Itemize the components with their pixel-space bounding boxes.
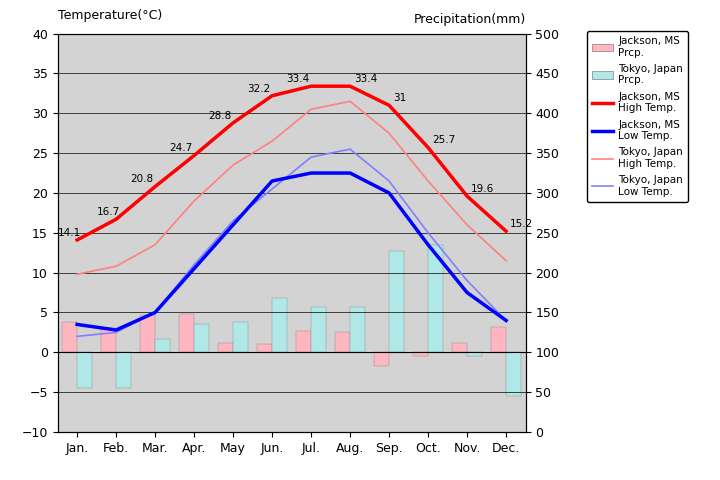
Text: 28.8: 28.8 — [208, 111, 231, 120]
Bar — [413, 352, 428, 356]
Bar — [428, 245, 443, 352]
Bar — [116, 352, 131, 388]
Bar — [179, 314, 194, 352]
Text: Precipitation(mm): Precipitation(mm) — [413, 12, 526, 25]
Text: 16.7: 16.7 — [96, 207, 120, 217]
Bar — [62, 322, 77, 352]
Bar — [102, 328, 116, 352]
Text: 31: 31 — [393, 93, 407, 103]
Bar — [467, 352, 482, 356]
Legend: Jackson, MS
Prcp., Tokyo, Japan
Prcp., Jackson, MS
High Temp., Jackson, MS
Low T: Jackson, MS Prcp., Tokyo, Japan Prcp., J… — [587, 31, 688, 202]
Bar — [233, 322, 248, 352]
Bar — [311, 307, 326, 352]
Bar — [297, 331, 311, 352]
Bar — [506, 352, 521, 396]
Text: Temperature(°C): Temperature(°C) — [58, 9, 162, 22]
Text: 24.7: 24.7 — [169, 144, 192, 153]
Bar — [194, 324, 209, 352]
Text: 14.1: 14.1 — [58, 228, 81, 238]
Bar — [218, 343, 233, 352]
Bar — [257, 344, 272, 352]
Bar — [155, 339, 170, 352]
Text: 15.2: 15.2 — [510, 219, 534, 229]
Bar — [336, 332, 350, 352]
Bar — [77, 352, 92, 388]
Bar — [350, 307, 365, 352]
Text: 19.6: 19.6 — [472, 184, 495, 194]
Bar — [491, 327, 506, 352]
Text: 25.7: 25.7 — [432, 135, 456, 145]
Bar — [272, 298, 287, 352]
Bar — [389, 251, 404, 352]
Text: 20.8: 20.8 — [130, 174, 153, 184]
Bar — [140, 315, 155, 352]
Bar — [374, 352, 389, 366]
Text: 33.4: 33.4 — [286, 74, 310, 84]
Text: 33.4: 33.4 — [354, 74, 377, 84]
Text: 32.2: 32.2 — [247, 84, 270, 94]
Bar — [452, 343, 467, 352]
